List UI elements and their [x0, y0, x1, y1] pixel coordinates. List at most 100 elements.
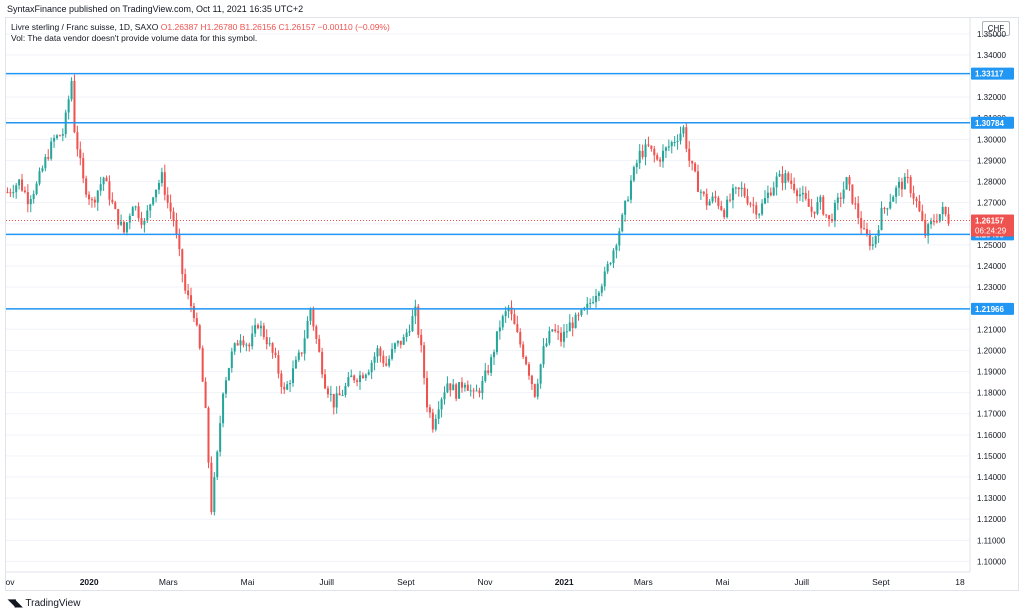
candle-body [513, 314, 516, 325]
candle-body [21, 179, 24, 191]
candle-body [851, 184, 854, 204]
candle-body [224, 380, 227, 394]
candle-body [903, 176, 906, 190]
candle-body [868, 234, 871, 246]
candle-body [443, 392, 446, 400]
candle-body [487, 370, 490, 373]
candle-body [274, 352, 277, 356]
candle-body [312, 308, 315, 327]
candle-body [137, 206, 140, 219]
candle-body [242, 340, 245, 346]
candle-body [871, 244, 874, 246]
candle-body [437, 409, 440, 419]
candle-body [469, 390, 472, 392]
candle-body [548, 331, 551, 344]
candle-body [393, 343, 396, 349]
candle-body [694, 163, 697, 172]
price-tick-label: 1.14000 [977, 473, 1006, 482]
candle-body [711, 196, 714, 202]
candle-body [702, 191, 705, 194]
candle-body [61, 134, 64, 136]
candle-body [860, 217, 863, 229]
candle-body [50, 141, 53, 159]
candle-body [720, 206, 723, 210]
candle-body [332, 393, 335, 408]
candle-body [781, 173, 784, 184]
candle-body [909, 177, 912, 194]
candle-body [335, 393, 338, 408]
candle-body [627, 199, 630, 201]
price-tick-label: 1.28000 [977, 178, 1006, 187]
candle-body [490, 357, 493, 373]
candle-body [659, 159, 662, 162]
symbol-legend: Livre sterling / Franc suisse, 1D, SAXO … [11, 22, 390, 33]
candle-body [251, 333, 254, 347]
candle-body [804, 192, 807, 199]
candle-body [134, 206, 137, 208]
candle-body [286, 384, 289, 390]
candle-body [784, 173, 787, 184]
candle-body [265, 337, 268, 345]
price-tick-label: 1.32000 [977, 93, 1006, 102]
candle-body [580, 309, 583, 316]
candle-body [685, 127, 688, 149]
time-tick-label: 2020 [80, 577, 99, 587]
candle-body [568, 322, 571, 332]
level-price-label: 1.21966 [975, 305, 1004, 314]
candle-body [822, 196, 825, 215]
candle-body [696, 171, 699, 192]
candle-body [484, 370, 487, 381]
candle-body [539, 364, 542, 384]
candle-body [731, 188, 734, 201]
candle-body [877, 229, 880, 237]
candle-body [239, 340, 242, 346]
candle-body [667, 146, 670, 148]
candle-body [734, 187, 737, 189]
candle-body [347, 377, 350, 387]
candle-body [262, 325, 265, 338]
candle-body [717, 197, 720, 207]
candle-body [883, 208, 886, 210]
candle-body [816, 202, 819, 214]
candle-body [338, 393, 341, 396]
price-tick-label: 1.25000 [977, 241, 1006, 250]
currency-button[interactable]: CHF [982, 21, 1010, 36]
candle-body [577, 314, 580, 316]
candle-body [283, 386, 286, 390]
candle-body [111, 199, 114, 203]
candle-body [291, 368, 295, 384]
candle-body [108, 181, 111, 200]
candle-body [248, 344, 251, 347]
candle-body [565, 331, 568, 333]
candle-body [621, 214, 624, 232]
candle-body [895, 187, 898, 197]
ohlc-values: O1.26387 H1.26780 B1.26156 C1.26157 −0.0… [160, 22, 390, 32]
candle-body [661, 150, 665, 162]
candle-body [874, 236, 877, 245]
candle-body [906, 176, 909, 178]
candle-body [737, 187, 740, 190]
countdown-label: 06:24:29 [975, 226, 1007, 235]
price-tick-label: 1.24000 [977, 262, 1006, 271]
candle-body [530, 375, 533, 385]
candle-body [752, 204, 755, 206]
candle-body [606, 264, 609, 272]
candle-body [833, 202, 836, 222]
time-tick-label: Mars [634, 577, 653, 587]
price-tick-label: 1.21000 [977, 325, 1006, 334]
candle-body [216, 451, 219, 478]
candle-body [227, 368, 230, 381]
candle-body [370, 362, 373, 373]
candle-body [787, 173, 790, 181]
candle-body [102, 177, 105, 185]
candle-body [790, 180, 793, 184]
candle-body [99, 184, 102, 191]
candle-body [813, 211, 816, 214]
candle-body [417, 306, 420, 335]
candle-body [632, 167, 635, 181]
candle-body [504, 311, 507, 317]
price-tick-label: 1.34000 [977, 51, 1006, 60]
candle-body [854, 203, 857, 205]
time-tick-label: Juill [319, 577, 334, 587]
